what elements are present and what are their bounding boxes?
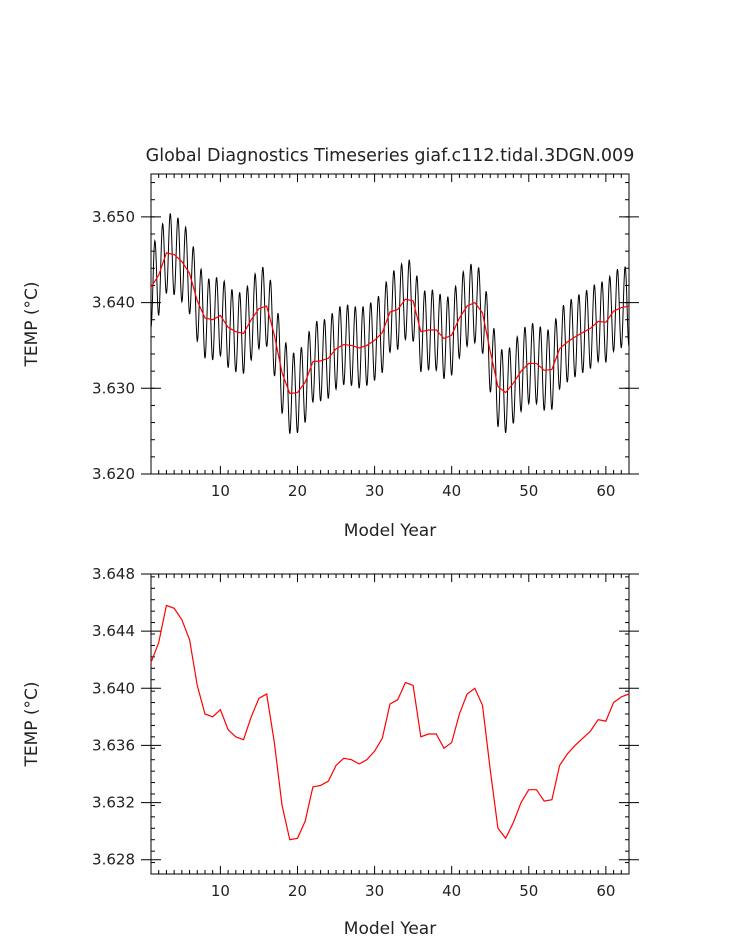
y-tick-label: 3.650 [92,208,135,226]
y-tick-label: 3.628 [92,851,135,869]
x-tick-label: 50 [519,882,538,900]
bottom-x-axis-label: Model Year [344,919,436,939]
y-tick-label: 3.644 [92,622,135,640]
y-tick-label: 3.620 [92,465,135,483]
x-tick-label: 10 [211,482,230,500]
x-tick-label: 30 [365,482,384,500]
x-tick-label: 60 [596,882,615,900]
chart-title: Global Diagnostics Timeseries giaf.c112.… [146,146,635,166]
x-tick-label: 40 [442,482,461,500]
top-x-axis-label: Model Year [344,521,436,541]
bottom-x-tick-labels: 10 20 30 40 50 60 [211,882,616,900]
x-tick-label: 30 [365,882,384,900]
y-tick-label: 3.640 [92,294,135,312]
y-tick-label: 3.640 [92,679,135,697]
monthly-series-line [150,213,630,434]
top-y-tick-labels: 3.620 3.630 3.640 3.650 [92,208,135,483]
top-panel: 10 20 30 40 50 60 3.620 3.630 3.640 3.650 Model … [22,173,639,541]
top-series-layer [150,213,630,434]
bottom-axis-ticks [141,573,639,875]
x-tick-label: 50 [519,482,538,500]
y-tick-label: 3.648 [92,565,135,583]
top-plot-frame [150,173,630,475]
top-x-tick-labels: 10 20 30 40 50 60 [211,482,616,500]
y-tick-label: 3.636 [92,736,135,754]
annual-series-line [150,604,630,841]
bottom-panel: 10 20 30 40 50 60 3.6283.6323.6363.6403.6443.… [22,565,639,939]
x-tick-label: 20 [288,482,307,500]
bottom-series-layer [150,604,630,841]
bottom-y-axis-label: TEMP (°C) [22,681,42,767]
bottom-y-tick-labels: 3.628 3.632 3.636 3.640 3.644 3.648 [92,565,135,869]
y-tick-label: 3.632 [92,794,135,812]
annual-series-line [150,252,630,395]
y-tick-label: 3.630 [92,379,135,397]
top-y-axis-label: TEMP (°C) [22,281,42,367]
x-tick-label: 10 [211,882,230,900]
x-tick-label: 40 [442,882,461,900]
bottom-plot-frame [150,573,630,875]
x-tick-label: 60 [596,482,615,500]
x-tick-label: 20 [288,882,307,900]
